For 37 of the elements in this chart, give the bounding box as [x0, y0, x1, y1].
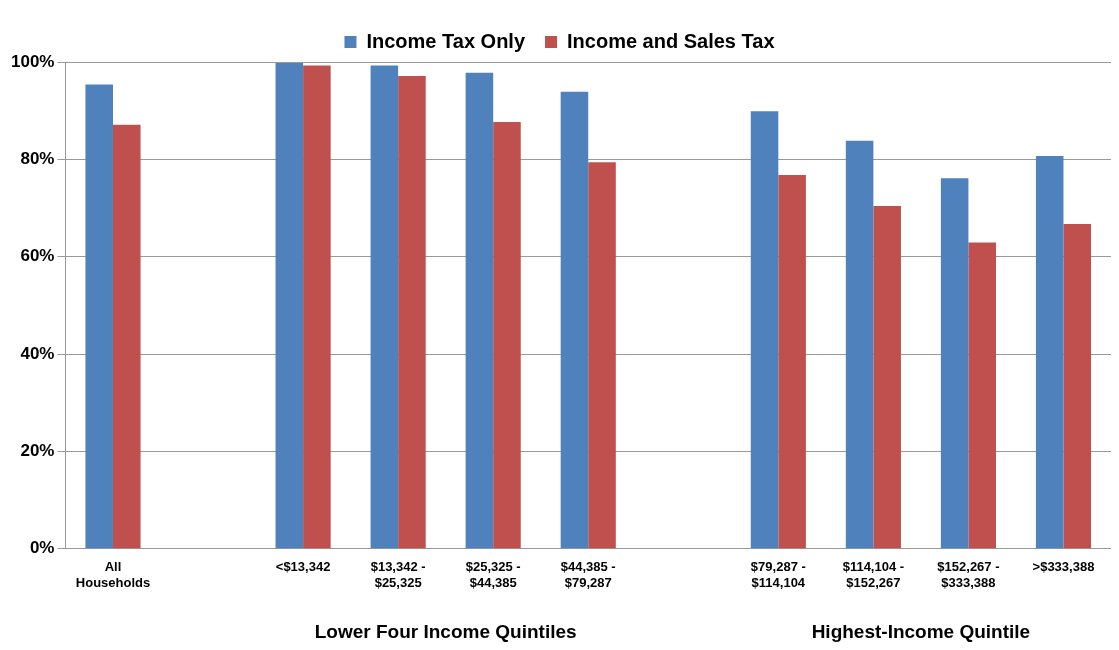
x-tick-label: $25,325 - $44,385	[465, 559, 521, 590]
bar	[85, 84, 113, 549]
bar	[968, 242, 996, 549]
legend-label: Income Tax Only	[366, 29, 526, 52]
bar	[940, 178, 969, 549]
y-tick-label: 100%	[11, 51, 55, 71]
bar	[560, 91, 589, 549]
y-tick-label: 20%	[20, 441, 55, 461]
bar	[1035, 155, 1064, 549]
y-tick-label: 0%	[29, 538, 55, 558]
bar	[1063, 224, 1092, 549]
x-tick-label: All Households	[75, 559, 151, 590]
x-tick-label: $44,385 - $79,287	[560, 559, 616, 590]
bar	[588, 162, 616, 549]
legend-label: Income and Sales Tax	[567, 29, 775, 52]
bar	[113, 124, 141, 549]
bar	[873, 206, 901, 549]
bar	[845, 140, 874, 549]
bar	[275, 62, 304, 549]
x-tick-label: $13,342 - $25,325	[370, 559, 426, 590]
x-tick-label: $114,104 - $152,267	[842, 559, 905, 590]
y-tick-label: 60%	[20, 246, 55, 266]
y-tick-label: 80%	[20, 149, 55, 169]
bar	[493, 121, 521, 549]
bar	[465, 72, 494, 549]
bar	[370, 65, 399, 549]
bar	[778, 174, 806, 549]
y-tick-label: 40%	[20, 343, 55, 363]
x-tick-label: >$333,388	[1032, 559, 1095, 575]
x-tick-label: $79,287 - $114,104	[750, 559, 806, 590]
text: Highest-Income Quintile	[811, 621, 1031, 642]
x-tick-label: $152,267 - $333,388	[937, 559, 1000, 590]
bar	[750, 111, 779, 549]
bar	[303, 65, 331, 549]
x-tick-label: <$13,342	[275, 559, 331, 575]
bar	[398, 76, 426, 549]
text: Lower Four Income Quintiles	[314, 621, 577, 642]
